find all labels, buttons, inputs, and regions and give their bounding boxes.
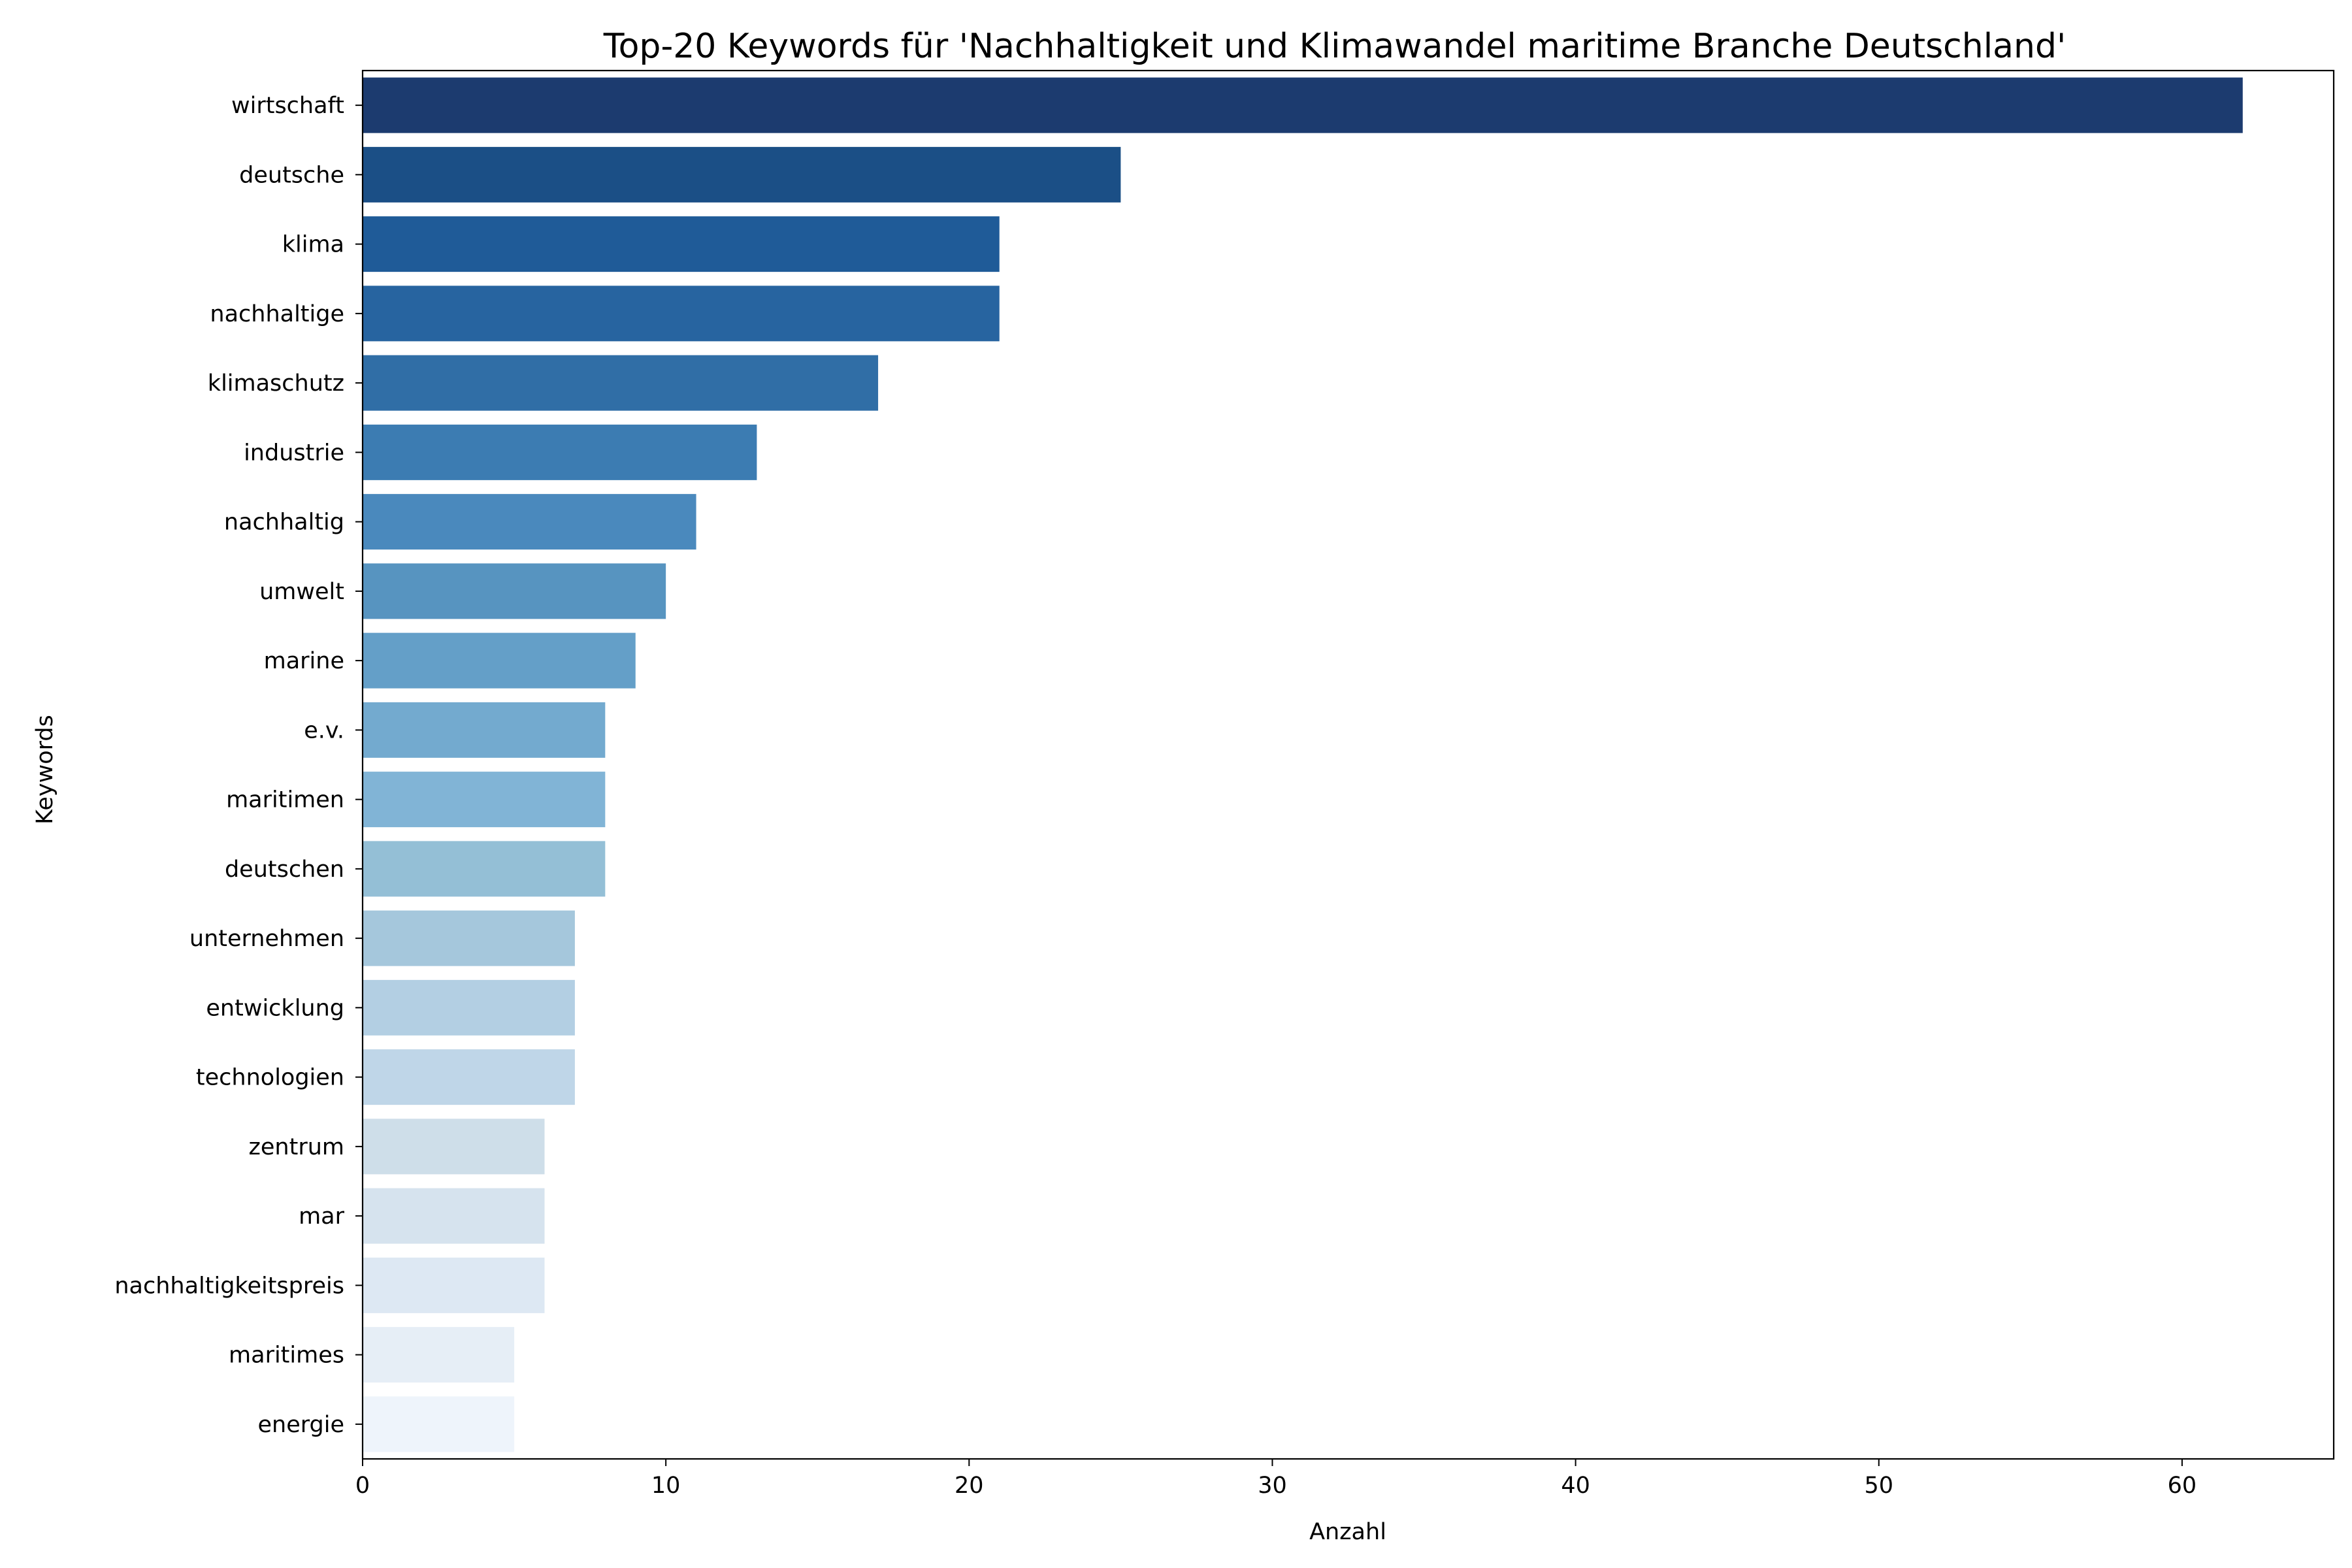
bar-15 bbox=[363, 1119, 545, 1175]
bar-1 bbox=[363, 146, 1121, 203]
bar-8 bbox=[363, 632, 636, 689]
x-axis-label: Anzahl bbox=[1309, 1519, 1386, 1545]
y-tick-label: technologien bbox=[196, 1065, 344, 1091]
y-tick-label: mar bbox=[299, 1203, 345, 1230]
bar-7 bbox=[363, 563, 666, 619]
bar-13 bbox=[363, 979, 575, 1036]
y-tick-label: marine bbox=[264, 648, 344, 674]
y-axis-label: Keywords bbox=[32, 715, 58, 825]
bars-group bbox=[363, 77, 2243, 1452]
bar-6 bbox=[363, 494, 696, 550]
y-tick-label: maritimes bbox=[229, 1343, 344, 1369]
y-tick-label: klimaschutz bbox=[208, 370, 344, 397]
y-tick-label: deutsche bbox=[239, 162, 344, 188]
bar-11 bbox=[363, 841, 606, 897]
x-tick-label: 0 bbox=[355, 1473, 370, 1499]
bar-2 bbox=[363, 216, 1000, 272]
y-tick-label: umwelt bbox=[259, 579, 344, 605]
y-tick-label: industrie bbox=[244, 440, 344, 466]
y-tick-label: nachhaltig bbox=[224, 510, 344, 536]
bar-0 bbox=[363, 77, 2243, 133]
plot-frame bbox=[361, 69, 2335, 1460]
y-tick-label: e.v. bbox=[304, 717, 344, 743]
bar-3 bbox=[363, 286, 1000, 342]
x-tick-label: 60 bbox=[2168, 1473, 2197, 1499]
y-tick-label: unternehmen bbox=[189, 926, 344, 952]
y-ticks-group: wirtschaft deutsche klima nachhaltige klimas… bbox=[114, 93, 363, 1438]
y-tick-label: energie bbox=[258, 1412, 345, 1438]
y-tick-label: entwicklung bbox=[206, 995, 344, 1021]
bar-4 bbox=[363, 355, 879, 411]
y-tick-label: zentrum bbox=[249, 1134, 344, 1160]
x-ticks-group: 0 10 20 30 40 50 60 bbox=[355, 1459, 2197, 1499]
y-tick-label: klima bbox=[282, 232, 344, 258]
y-tick-label: maritimen bbox=[226, 787, 344, 813]
x-tick-label: 50 bbox=[1864, 1473, 1893, 1499]
chart-title: Top-20 Keywords für 'Nachhaltigkeit und … bbox=[603, 27, 2066, 66]
bar-5 bbox=[363, 424, 757, 480]
x-tick-label: 40 bbox=[1561, 1473, 1590, 1499]
x-tick-label: 10 bbox=[651, 1473, 681, 1499]
bar-10 bbox=[363, 772, 606, 828]
bar-17 bbox=[363, 1257, 545, 1313]
bar-18 bbox=[363, 1327, 515, 1383]
y-tick-label: nachhaltigkeitspreis bbox=[114, 1273, 344, 1299]
x-tick-label: 30 bbox=[1258, 1473, 1287, 1499]
y-tick-label: wirtschaft bbox=[231, 93, 344, 119]
bar-14 bbox=[363, 1049, 575, 1105]
y-tick-label: nachhaltige bbox=[210, 301, 344, 327]
bar-19 bbox=[363, 1396, 515, 1452]
x-tick-label: 20 bbox=[955, 1473, 984, 1499]
y-tick-label: deutschen bbox=[225, 857, 344, 883]
bar-9 bbox=[363, 702, 606, 758]
bar-12 bbox=[363, 910, 575, 966]
bar-16 bbox=[363, 1188, 545, 1244]
